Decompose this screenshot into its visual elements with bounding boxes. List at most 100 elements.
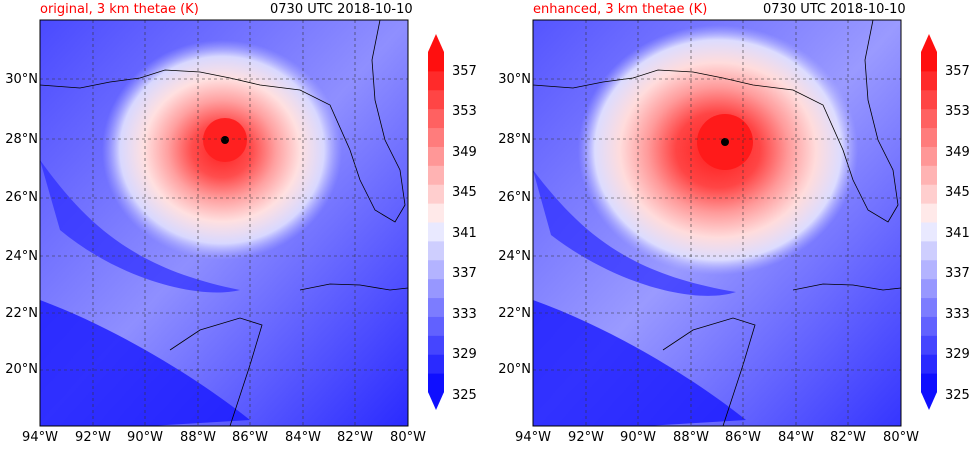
lat-label: 26°N [5,190,38,205]
blue-band [533,170,736,296]
thetae-map [39,19,444,427]
colorbar [428,34,444,410]
colorbar-segment [921,240,937,261]
colorbar-label: 333 [452,307,477,322]
lon-label: 92°W [75,430,111,445]
colorbar-top-arrow [921,34,937,52]
lat-label: 20°N [498,362,531,377]
colorbar-segment [428,146,444,166]
colorbar-segment [428,89,444,110]
panel-timestamp: 0730 UTC 2018-10-10 [763,2,906,17]
eye-marker [221,136,229,144]
colorbar-label: 333 [945,307,970,322]
colorbar-segment [921,165,937,185]
colorbar-segment [921,203,937,223]
colorbar-label: 357 [945,64,970,79]
colorbar-segment [921,259,937,280]
colorbar-label: 337 [945,266,970,281]
lon-label: 86°W [232,430,268,445]
lon-label: 94°W [22,430,58,445]
colorbar-label: 329 [945,347,970,362]
lon-label: 92°W [568,430,604,445]
lat-label: 20°N [5,362,38,377]
colorbar-label: 353 [452,104,477,119]
panel-timestamp: 0730 UTC 2018-10-10 [270,2,413,17]
colorbar-label: 349 [452,145,477,160]
colorbar-label: 329 [452,347,477,362]
lon-label: 82°W [830,430,866,445]
colorbar-segment [428,259,444,280]
colorbar-segment [428,297,444,317]
colorbar-top-arrow [428,34,444,52]
map-frame [39,19,409,427]
colorbar-segment [921,335,937,355]
lat-label: 22°N [5,306,38,321]
lat-label: 24°N [498,249,531,264]
colorbar-segment [921,316,937,336]
colorbar-label: 341 [945,226,970,241]
panel-title: original, 3 km thetae (K) [40,2,199,17]
lon-label: 82°W [337,430,373,445]
colorbar-segment [428,335,444,355]
lon-label: 80°W [883,430,919,445]
lon-label: 88°W [180,430,216,445]
colorbar-segment [428,354,444,374]
colorbar-label: 325 [945,388,970,403]
coastline-cuba [299,283,409,291]
colorbar-segment [921,108,937,129]
colorbar-segment [921,70,937,91]
colorbar-segment [921,89,937,110]
colorbar-bottom-arrow [428,392,444,410]
colorbar-label: 325 [452,388,477,403]
colorbar-label: 353 [945,104,970,119]
lon-label: 90°W [127,430,163,445]
lat-label: 22°N [498,306,531,321]
lon-label: 94°W [515,430,551,445]
eye-marker [721,138,729,146]
colorbar-segment [921,354,937,374]
colorbar-label: 341 [452,226,477,241]
panel-original: original, 3 km thetae (K) 0730 UTC 2018-… [5,2,477,445]
colorbar-label: 345 [945,185,970,200]
lat-label: 30°N [498,72,531,87]
colorbar-segment [428,52,444,72]
colorbar-segment [428,316,444,336]
lat-label: 24°N [5,249,38,264]
gridlines [40,20,408,426]
colorbar-segment [428,127,444,147]
colorbar [921,34,937,410]
coastline-yucatan [662,317,756,427]
colorbar-segment [428,278,444,299]
colorbar-segment [428,165,444,185]
thetae-map [532,19,937,427]
colorbar-segment [921,52,937,72]
colorbar-segment [921,222,937,242]
colorbar-bottom-arrow [921,392,937,410]
lat-label: 28°N [5,132,38,147]
colorbar-segment [428,184,444,204]
coastline-cuba [792,283,902,291]
colorbar-segment [428,108,444,129]
colorbar-segment [428,203,444,223]
blue-band [40,160,240,293]
colorbar-segment [428,222,444,242]
colorbar-label: 337 [452,266,477,281]
colorbar-label: 345 [452,185,477,200]
map-frame [532,19,902,427]
colorbar-segment [921,373,937,393]
coastline [39,19,406,223]
colorbar-segment [428,373,444,393]
lon-label: 80°W [390,430,426,445]
colorbar-segment [921,127,937,147]
coastline [532,19,899,223]
panel-enhanced: enhanced, 3 km thetae (K) 0730 UTC 2018-… [486,0,972,449]
lon-label: 90°W [620,430,656,445]
panel-title: enhanced, 3 km thetae (K) [533,2,708,17]
coastline-yucatan [169,317,263,427]
lon-label: 84°W [778,430,814,445]
colorbar-segment [428,70,444,91]
lat-label: 28°N [498,132,531,147]
colorbar-segment [428,240,444,261]
lat-label: 26°N [498,190,531,205]
colorbar-label: 357 [452,64,477,79]
